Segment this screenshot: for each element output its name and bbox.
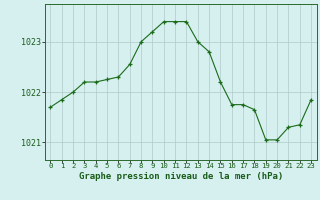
X-axis label: Graphe pression niveau de la mer (hPa): Graphe pression niveau de la mer (hPa) xyxy=(79,172,283,181)
